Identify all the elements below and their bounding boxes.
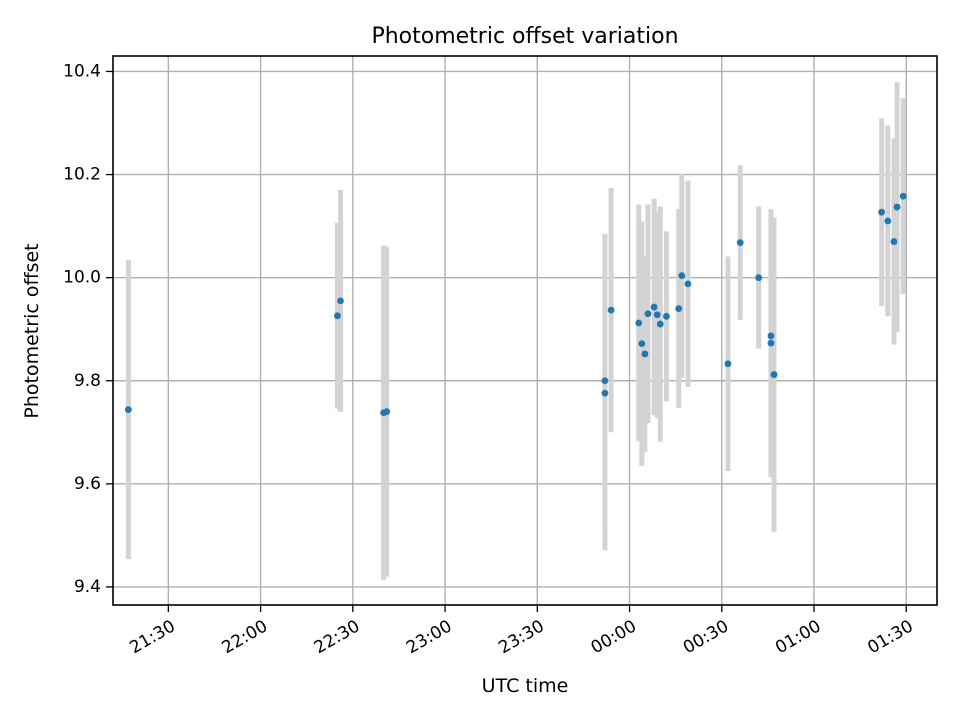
data-point [641, 350, 649, 358]
data-point [878, 208, 886, 216]
data-point [635, 319, 643, 327]
y-tick-label: 9.6 [74, 474, 101, 494]
data-point [899, 192, 907, 200]
y-tick-label: 9.8 [74, 371, 101, 391]
data-point [893, 203, 901, 211]
data-point [678, 272, 686, 279]
data-point [684, 280, 692, 288]
plot-frame [112, 55, 938, 606]
data-point [675, 305, 683, 312]
chart-title: Photometric offset variation [371, 24, 678, 49]
data-point [724, 360, 732, 368]
data-point [770, 371, 778, 378]
data-point [767, 332, 775, 340]
data-point [653, 311, 661, 319]
data-point [644, 310, 652, 318]
data-points [124, 192, 907, 417]
data-point [656, 320, 664, 328]
data-point [601, 377, 609, 385]
data-point [607, 306, 615, 314]
y-tick-label: 10.4 [63, 61, 101, 81]
x-axis-label: UTC time [482, 675, 569, 697]
data-point [736, 239, 744, 247]
data-point [884, 217, 892, 225]
data-point [755, 274, 763, 282]
data-point [334, 312, 341, 320]
y-tick-label: 9.4 [74, 577, 101, 597]
data-point [663, 312, 670, 320]
data-point [124, 406, 132, 414]
data-point [601, 389, 609, 397]
grid [113, 56, 937, 605]
data-point [890, 238, 898, 245]
data-point [767, 339, 775, 347]
data-point [337, 297, 344, 305]
data-point [638, 340, 646, 348]
y-tick-label: 10.2 [63, 165, 101, 185]
y-axis-ticks: 9.4 9.6 9.8 10.0 10.2 10.4 [63, 61, 113, 597]
y-axis-label: Photometric offset [21, 243, 43, 418]
data-point [383, 408, 391, 416]
data-point [650, 303, 658, 311]
y-tick-label: 10.0 [63, 268, 101, 288]
